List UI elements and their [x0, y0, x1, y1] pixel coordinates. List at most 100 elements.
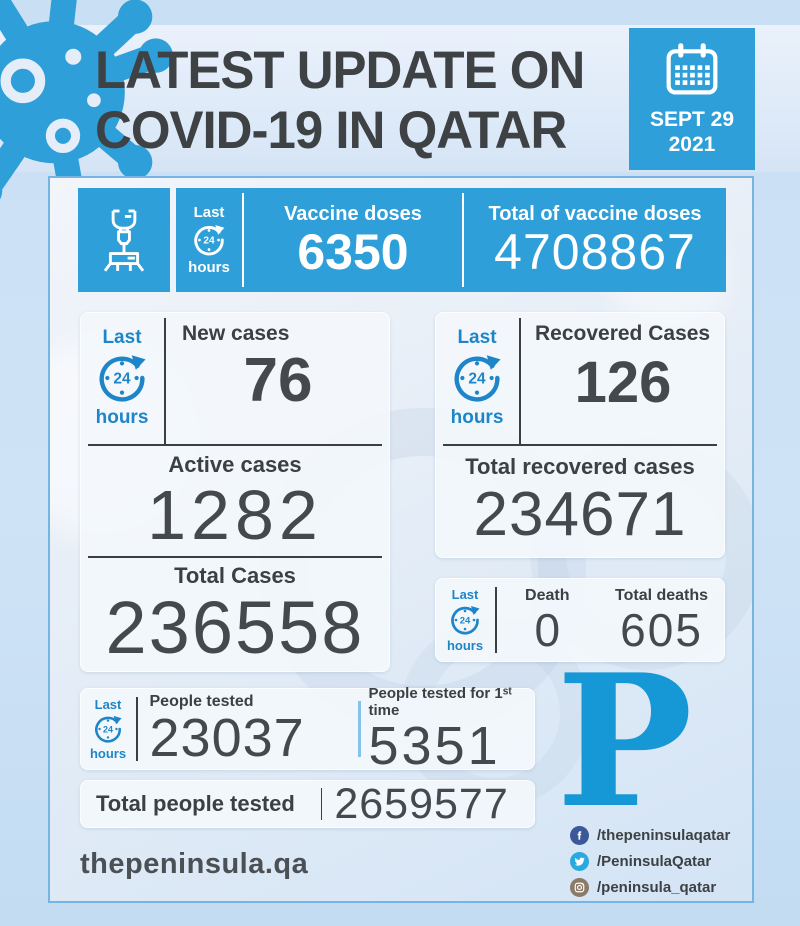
peninsula-logo: P	[556, 634, 693, 848]
last-24-hours-badge: Last 24 hours	[435, 587, 495, 653]
clock-hours-label: hours	[95, 407, 149, 428]
title-line-1: LATEST UPDATE ON	[95, 40, 585, 100]
recovered-cases-label: Recovered Cases	[535, 322, 711, 345]
clock-hours-label: hours	[450, 407, 504, 428]
facebook-icon	[570, 825, 589, 845]
divider	[242, 193, 244, 287]
clock-face-label: 24	[103, 724, 113, 734]
clock-last-label: Last	[451, 587, 479, 602]
clock-24h-icon: 24	[454, 355, 501, 402]
people-tested-stat: People tested 23037	[138, 693, 350, 765]
total-vaccine-doses-label: Total of vaccine doses	[488, 202, 702, 225]
first-time-tested-stat: People tested for 1ˢᵗ time 5351	[369, 685, 536, 773]
new-cases-value: 76	[243, 346, 313, 415]
divider	[136, 697, 138, 761]
social-handle: /peninsula_qatar	[597, 878, 717, 896]
divider	[88, 444, 382, 446]
recovered-cases-value: 126	[574, 350, 672, 415]
vaccine-bar: Last 24 hours Vaccine doses 6350 Total o…	[176, 188, 726, 292]
vaccine-doses-label: Vaccine doses	[284, 202, 422, 225]
people-tested-value: 23037	[149, 708, 305, 768]
divider	[443, 444, 717, 446]
date-text: SEPT 29 2021	[650, 107, 734, 157]
vaccine-doses-stat: Vaccine doses 6350	[244, 188, 462, 292]
clock-face-label: 24	[460, 616, 471, 627]
twitter-link[interactable]: /PeninsulaQatar	[570, 851, 730, 871]
total-vaccine-doses-value: 4708867	[494, 223, 696, 280]
vaccine-doses-value: 6350	[297, 223, 409, 280]
instagram-icon	[570, 877, 589, 897]
recovered-cases-stat: Recovered Cases 126	[521, 312, 725, 444]
title-line-2: COVID-19 IN QATAR	[95, 100, 567, 160]
vaccine-box	[78, 188, 170, 292]
social-handle: /thepeninsulaqatar	[597, 826, 731, 844]
active-cases-stat: Active cases 1282	[80, 446, 390, 556]
first-time-tested-label: People tested for 1ˢᵗ time	[368, 685, 512, 719]
clock-24h-icon: 24	[194, 225, 225, 256]
syringe-icon	[103, 209, 145, 272]
total-vaccine-doses-stat: Total of vaccine doses 4708867	[464, 188, 726, 292]
clock-hours-label: hours	[188, 259, 230, 276]
last-24-hours-badge: Last 24 hours	[80, 697, 136, 761]
death-stat: Death 0	[497, 587, 599, 653]
clock-face-label: 24	[468, 371, 486, 388]
total-people-tested-value: 2659577	[334, 779, 509, 828]
social-handle: /PeninsulaQatar	[597, 852, 712, 870]
social-links: /thepeninsulaqatar /PeninsulaQatar /peni…	[570, 825, 730, 897]
total-cases-value: 236558	[105, 586, 365, 669]
last-24-hours-badge: Last 24 hours	[176, 188, 242, 292]
divider	[495, 587, 497, 653]
divider	[88, 556, 382, 558]
coronavirus-icon	[0, 0, 173, 215]
clock-last-label: Last	[94, 697, 122, 712]
clock-24h-icon: 24	[99, 355, 146, 402]
clock-last-label: Last	[193, 204, 225, 221]
total-tested-card: Total people tested 2659577	[80, 780, 535, 828]
page-title: LATEST UPDATE ON COVID-19 IN QATAR	[95, 40, 585, 161]
clock-face-label: 24	[203, 236, 215, 247]
website-link[interactable]: thepeninsula.qa	[80, 848, 309, 880]
total-people-tested-label: Total people tested	[96, 791, 295, 816]
total-recovered-stat: Total recovered cases 234671	[435, 446, 725, 554]
total-deaths-stat: Total deaths 605	[598, 587, 725, 653]
date-line-2: 2021	[668, 133, 716, 156]
calendar-icon	[666, 43, 718, 95]
last-24-hours-badge: Last 24 hours	[80, 312, 164, 444]
total-deaths-value: 605	[620, 604, 703, 656]
new-cases-label: New cases	[182, 322, 290, 345]
twitter-icon	[570, 851, 589, 871]
deaths-card: Last 24 hours Death 0 Total deaths 605	[435, 578, 725, 662]
death-label: Death	[525, 587, 570, 604]
testing-card: Last 24 hours People tested 23037 People…	[80, 685, 536, 773]
facebook-link[interactable]: /thepeninsulaqatar	[570, 825, 730, 845]
clock-last-label: Last	[102, 327, 142, 348]
clock-hours-label: hours	[446, 638, 484, 653]
active-cases-value: 1282	[147, 476, 323, 554]
active-cases-label: Active cases	[168, 452, 302, 477]
death-value: 0	[534, 604, 561, 656]
date-card: SEPT 29 2021	[629, 28, 755, 170]
recovered-card: Last 24 hours Recovered Cases 126 Total …	[435, 312, 725, 558]
clock-face-label: 24	[113, 371, 131, 388]
date-line-1: SEPT 29	[649, 108, 735, 131]
clock-hours-label: hours	[89, 746, 127, 761]
divider	[462, 193, 464, 287]
total-cases-label: Total Cases	[174, 563, 296, 588]
first-time-tested-value: 5351	[368, 716, 501, 776]
total-cases-stat: Total Cases 236558	[80, 558, 390, 670]
new-cases-stat: New cases 76	[166, 312, 390, 444]
divider	[164, 318, 166, 444]
divider	[519, 318, 521, 444]
clock-last-label: Last	[457, 327, 497, 348]
cases-card: Last 24 hours New cases 76 Active cases …	[80, 312, 390, 672]
people-tested-label: People tested	[149, 693, 254, 710]
total-recovered-label: Total recovered cases	[465, 454, 695, 479]
instagram-link[interactable]: /peninsula_qatar	[570, 877, 730, 897]
clock-24h-icon: 24	[451, 606, 480, 635]
total-recovered-value: 234671	[473, 480, 687, 549]
total-deaths-label: Total deaths	[615, 587, 709, 604]
divider	[320, 788, 323, 820]
last-24-hours-badge: Last 24 hours	[435, 312, 519, 444]
divider	[357, 701, 361, 757]
